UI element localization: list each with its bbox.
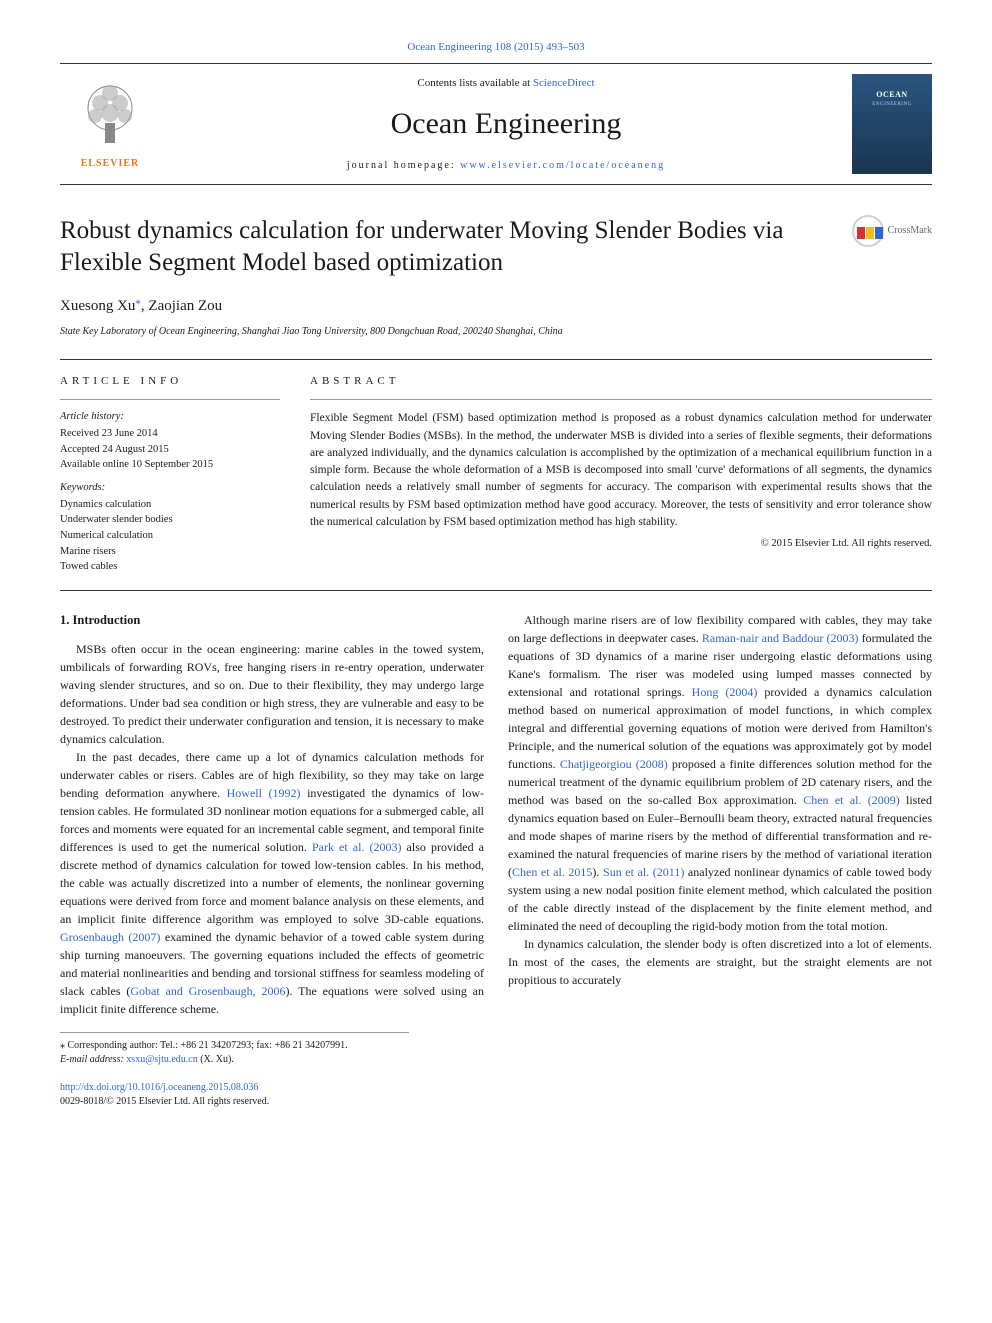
info-abstract-row: article info Article history: Received 2… [60, 374, 932, 576]
citation-link[interactable]: Raman-nair and Baddour (2003) [702, 631, 859, 645]
doi-block: http://dx.doi.org/10.1016/j.oceaneng.201… [60, 1081, 932, 1109]
corresponding-note: ⁎ Corresponding author: Tel.: +86 21 342… [60, 1039, 932, 1053]
history-accepted: Accepted 24 August 2015 [60, 443, 280, 458]
contents-line: Contents lists available at ScienceDirec… [160, 76, 852, 91]
footnote-separator [60, 1032, 409, 1033]
keywords-label: Keywords: [60, 481, 280, 496]
journal-name: Ocean Engineering [160, 103, 852, 145]
publisher-logo: ELSEVIER [60, 78, 160, 171]
section-heading: 1. Introduction [60, 611, 484, 630]
history-label: Article history: [60, 410, 280, 425]
homepage-link[interactable]: www.elsevier.com/locate/oceaneng [460, 160, 665, 171]
crossmark-badge[interactable]: CrossMark [852, 215, 932, 247]
divider-bottom [60, 590, 932, 591]
citation-link[interactable]: Chen et al. (2009) [803, 793, 900, 807]
publisher-name: ELSEVIER [60, 157, 160, 171]
keyword-item: Dynamics calculation [60, 498, 280, 513]
sciencedirect-link[interactable]: ScienceDirect [533, 77, 595, 89]
citation-link[interactable]: Chen et al. 2015 [512, 865, 592, 879]
abstract-text: Flexible Segment Model (FSM) based optim… [310, 410, 932, 531]
homepage-prefix: journal homepage: [347, 160, 460, 171]
crossmark-icon [852, 215, 884, 247]
citation-link[interactable]: Gobat and Grosenbaugh, 2006 [130, 984, 285, 998]
article-title: Robust dynamics calculation for underwat… [60, 215, 932, 278]
abstract-label: abstract [310, 374, 932, 389]
body-paragraph: Although marine risers are of low flexib… [508, 611, 932, 935]
cover-title: OCEAN [876, 89, 907, 100]
cover-subtitle: ENGINEERING [872, 101, 911, 108]
doi-link[interactable]: http://dx.doi.org/10.1016/j.oceaneng.201… [60, 1081, 932, 1095]
abstract-column: abstract Flexible Segment Model (FSM) ba… [310, 374, 932, 576]
email-link[interactable]: xsxu@sjtu.edu.cn [126, 1054, 197, 1065]
email-line: E-mail address: xsxu@sjtu.edu.cn (X. Xu)… [60, 1053, 932, 1067]
journal-header: ELSEVIER Contents lists available at Sci… [60, 63, 932, 185]
body-text: 1. Introduction MSBs often occur in the … [60, 611, 932, 1018]
citation-link[interactable]: Chatjigeorgiou (2008) [560, 757, 668, 771]
article-info-column: article info Article history: Received 2… [60, 374, 280, 576]
history-online: Available online 10 September 2015 [60, 458, 280, 473]
body-paragraph: MSBs often occur in the ocean engineerin… [60, 640, 484, 748]
elsevier-tree-icon [75, 78, 145, 148]
affiliation: State Key Laboratory of Ocean Engineerin… [60, 325, 932, 339]
keyword-item: Marine risers [60, 545, 280, 560]
crossmark-label: CrossMark [888, 224, 932, 238]
author-2: , Zaojian Zou [141, 298, 222, 314]
issn-copyright: 0029-8018/© 2015 Elsevier Ltd. All right… [60, 1095, 932, 1109]
citation-link[interactable]: Hong (2004) [692, 685, 758, 699]
divider-top [60, 359, 932, 360]
history-received: Received 23 June 2014 [60, 427, 280, 442]
body-paragraph: In the past decades, there came up a lot… [60, 748, 484, 1018]
abstract-copyright: © 2015 Elsevier Ltd. All rights reserved… [310, 537, 932, 552]
top-citation: Ocean Engineering 108 (2015) 493–503 [60, 40, 932, 55]
header-center: Contents lists available at ScienceDirec… [160, 76, 852, 173]
footnotes: ⁎ Corresponding author: Tel.: +86 21 342… [60, 1039, 932, 1067]
authors: Xuesong Xu⁎, Zaojian Zou [60, 294, 932, 317]
body-paragraph: In dynamics calculation, the slender bod… [508, 935, 932, 989]
title-block: Robust dynamics calculation for underwat… [60, 215, 932, 278]
citation-link[interactable]: Park et al. (2003) [312, 840, 402, 854]
contents-prefix: Contents lists available at [417, 77, 532, 89]
keyword-item: Towed cables [60, 560, 280, 575]
citation-link[interactable]: Sun et al. (2011) [603, 865, 684, 879]
citation-link[interactable]: Howell (1992) [227, 786, 301, 800]
keyword-item: Numerical calculation [60, 529, 280, 544]
journal-cover-thumbnail: OCEAN ENGINEERING [852, 74, 932, 174]
homepage-line: journal homepage: www.elsevier.com/locat… [160, 159, 852, 173]
citation-link[interactable]: Grosenbaugh (2007) [60, 930, 160, 944]
info-label: article info [60, 374, 280, 389]
keyword-item: Underwater slender bodies [60, 513, 280, 528]
author-1: Xuesong Xu [60, 298, 135, 314]
